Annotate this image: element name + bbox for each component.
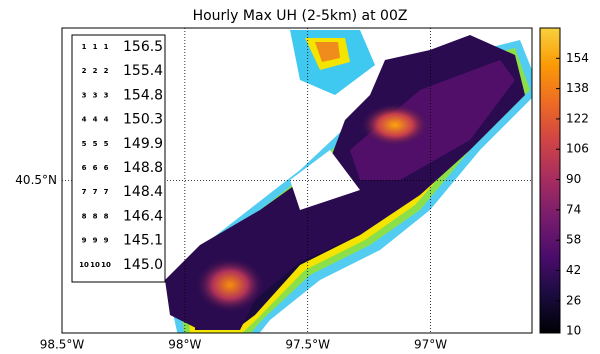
x-tick-label: 98.5°W <box>40 338 85 352</box>
legend-value: 148.8 <box>123 160 163 176</box>
legend-marker: 6 <box>93 164 98 172</box>
legend-value: 154.8 <box>123 87 163 103</box>
legend-marker: 4 <box>93 116 98 124</box>
colorbar-tick-label: 74 <box>566 202 581 216</box>
legend-marker: 4 <box>82 116 87 124</box>
legend-marker: 8 <box>104 212 109 220</box>
x-tick-label: 97°W <box>414 338 447 352</box>
legend-marker: 5 <box>104 140 109 148</box>
colorbar-tick-label: 122 <box>566 111 589 125</box>
legend-value: 150.3 <box>123 112 163 128</box>
legend-value: 145.1 <box>123 233 163 249</box>
colorbar <box>539 27 561 334</box>
legend-marker: 5 <box>93 140 98 148</box>
legend-marker: 3 <box>93 91 98 99</box>
grid: 98.5°W 98°W 97.5°W 97°W 40.5°N <box>15 28 532 352</box>
legend-value: 155.4 <box>123 63 163 79</box>
colorbar-tick-label: 138 <box>566 81 589 95</box>
x-tick-label: 97.5°W <box>285 338 330 352</box>
legend-marker: 1 <box>93 43 98 51</box>
colorbar-tick-label: 26 <box>566 293 581 307</box>
colorbar-tick-label: 106 <box>566 142 589 156</box>
legend-marker: 7 <box>104 188 109 196</box>
legend-marker: 4 <box>104 116 109 124</box>
colorbar-tick-label: 42 <box>566 263 581 277</box>
legend-marker: 10 <box>90 261 100 269</box>
colorbar-tick-label: 58 <box>566 233 581 247</box>
y-tick-label: 40.5°N <box>15 173 57 187</box>
legend-marker: 6 <box>82 164 87 172</box>
legend-value: 146.4 <box>123 208 163 224</box>
legend-marker: 10 <box>79 261 89 269</box>
legend-marker: 9 <box>93 237 98 245</box>
colorbar-tick-label: 10 <box>566 324 581 338</box>
legend-marker: 2 <box>82 67 87 75</box>
legend-marker: 10 <box>101 261 111 269</box>
legend-marker: 7 <box>82 188 87 196</box>
legend: 1 1 1 156.52 2 2 155.43 3 3 154.84 4 4 150.35 5 5 149.9… <box>71 34 166 283</box>
legend-value: 145.0 <box>123 257 163 273</box>
legend-box <box>71 34 166 283</box>
legend-value: 149.9 <box>123 136 163 152</box>
legend-marker: 8 <box>93 212 98 220</box>
colorbar-tick-label: 154 <box>566 51 589 65</box>
legend-marker: 2 <box>104 67 109 75</box>
legend-marker: 1 <box>82 43 87 51</box>
legend-marker: 2 <box>93 67 98 75</box>
legend-marker: 3 <box>104 91 109 99</box>
legend-marker: 5 <box>82 140 87 148</box>
title: Hourly Max UH (2-5km) at 00Z <box>193 8 408 24</box>
colorbar-ticks: 10 26 42 58 74 90 106 122 138 154 <box>556 51 589 338</box>
x-tick-label: 98°W <box>168 338 201 352</box>
legend-marker: 6 <box>104 164 109 172</box>
legend-marker: 7 <box>93 188 98 196</box>
legend-marker: 9 <box>82 237 87 245</box>
legend-value: 156.5 <box>123 39 163 55</box>
colorbar-tick-label: 90 <box>566 172 581 186</box>
legend-marker: 1 <box>104 43 109 51</box>
legend-marker: 8 <box>82 212 87 220</box>
legend-marker: 3 <box>82 91 87 99</box>
legend-marker: 9 <box>104 237 109 245</box>
uh-field <box>165 30 532 333</box>
legend-value: 148.4 <box>123 184 163 200</box>
